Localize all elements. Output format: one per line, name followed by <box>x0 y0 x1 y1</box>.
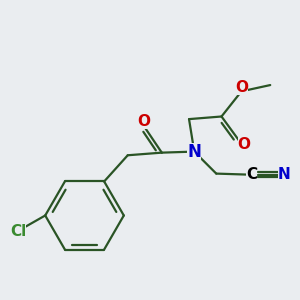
Text: Cl: Cl <box>10 224 26 239</box>
Text: N: N <box>187 142 201 160</box>
Text: N: N <box>278 167 291 182</box>
Text: O: O <box>238 137 250 152</box>
Text: O: O <box>137 114 150 129</box>
Text: C: C <box>246 167 257 182</box>
Text: O: O <box>235 80 248 95</box>
